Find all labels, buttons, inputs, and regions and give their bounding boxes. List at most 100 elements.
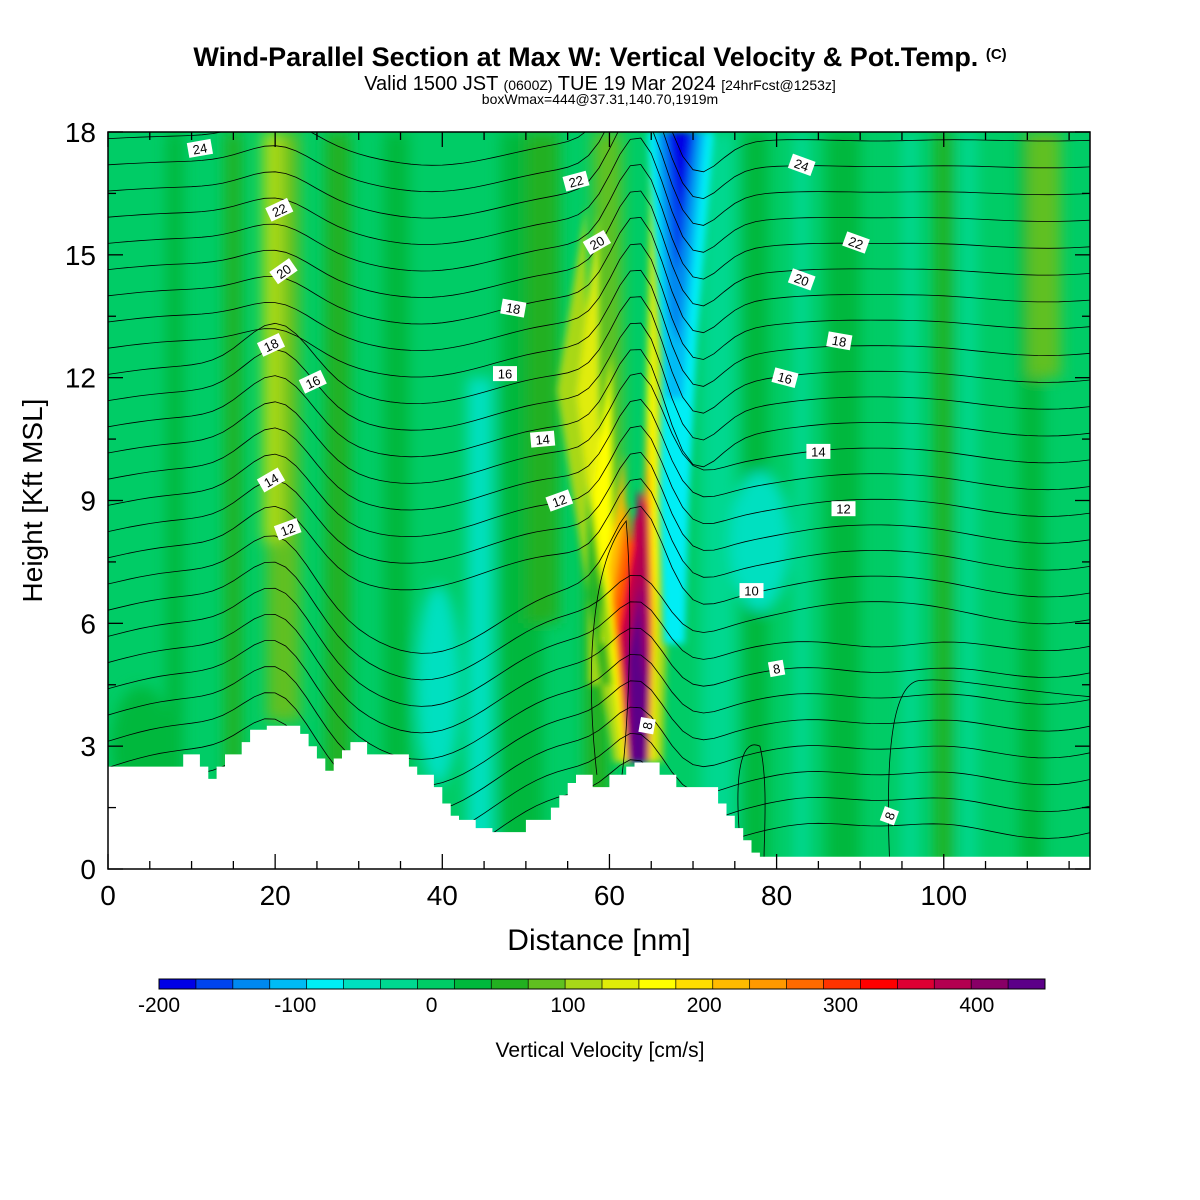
contour-label: 10	[739, 583, 764, 599]
x-tick-label: 60	[594, 880, 625, 911]
contour-label: 14	[806, 443, 831, 459]
field-bands	[111, 132, 1061, 869]
contour-label: 20	[269, 258, 298, 285]
theta-contour	[108, 164, 1090, 280]
theta-contour	[108, 666, 1090, 787]
field-band	[935, 132, 953, 869]
y-tick-label: 18	[65, 117, 96, 148]
potential-temperature-contours	[108, 132, 1090, 869]
contour-label: 20	[787, 268, 816, 291]
contour-label-box	[298, 369, 327, 394]
updraft-level	[556, 132, 673, 763]
axes: 0 20 40 60 80 100 0 3 6 9 12 15 18 Distance [nm] Heigh…	[17, 117, 1090, 957]
colorbar-tick-label: 0	[426, 994, 438, 1017]
contour-label: 22	[562, 170, 590, 192]
y-tick-label: 3	[80, 731, 96, 762]
theta-contour	[108, 587, 1090, 707]
x-tick-label: 100	[920, 880, 967, 911]
x-tick-label: 0	[100, 880, 116, 911]
contour-label-text: 14	[535, 431, 551, 447]
contour-label: 22	[842, 231, 870, 254]
contour-label-text: 20	[274, 261, 294, 282]
contour-label: 14	[256, 467, 286, 493]
contour-label-text: 12	[550, 491, 569, 510]
field-band	[166, 132, 184, 869]
contour-label-box	[545, 489, 574, 512]
theta-contour	[108, 478, 1090, 591]
contour-label: 20	[582, 230, 612, 255]
forecast-info: [24hrFcst@1253z]	[721, 77, 836, 93]
y-tick-label: 15	[65, 240, 96, 271]
colorbar-swatch	[195, 979, 234, 989]
contour-label-text: 8	[772, 661, 782, 677]
contour-label-box	[256, 467, 286, 493]
theta-contour	[108, 132, 1090, 173]
valid-prefix: Valid 1500 JST	[364, 73, 498, 95]
valid-time: Valid 1500 JST (0600Z) TUE 19 Mar 2024 […	[0, 73, 1200, 96]
contour-label: 12	[545, 489, 574, 512]
theta-contour	[108, 216, 1090, 334]
contour-label: 8	[879, 806, 900, 826]
contour-label-box	[787, 153, 816, 176]
theta-contour	[888, 679, 1090, 857]
contour-label-box	[879, 806, 900, 826]
contour-label-text: 16	[776, 369, 794, 387]
colorbar-swatch	[712, 979, 750, 989]
colorbar-swatch	[602, 979, 640, 989]
colorbar-swatch	[343, 979, 381, 989]
colorbar-frame	[158, 978, 1046, 990]
contour-label-box	[269, 258, 298, 285]
contour-label-text: 20	[587, 233, 607, 253]
field-band	[793, 132, 811, 869]
contour-label-text: 24	[192, 140, 209, 157]
colorbar-swatch	[528, 979, 566, 989]
colorbar-swatch	[454, 979, 492, 989]
contour-label-text: 18	[261, 335, 280, 355]
colorbar-swatch	[860, 979, 898, 989]
theta-contour	[108, 243, 1090, 360]
contour-label-box	[806, 443, 831, 459]
colorbar-swatch	[380, 979, 418, 989]
contour-label-text: 8	[640, 721, 656, 731]
contour-label-box	[500, 298, 527, 318]
contour-label-text: 22	[270, 200, 289, 220]
contour-label-text: 12	[836, 502, 850, 517]
colorbar-swatch	[823, 979, 861, 989]
contour-label-box	[826, 331, 853, 351]
x-tick-label: 20	[260, 880, 291, 911]
valid-utc: (0600Z)	[503, 77, 553, 93]
colorbar-swatch	[159, 979, 197, 989]
colorbar-tick-label: -100	[274, 994, 316, 1017]
colorbar-swatch	[971, 979, 1009, 989]
contour-label-text: 8	[882, 810, 899, 822]
y-axis-label: Height [Kft MSL]	[17, 399, 48, 603]
field-band	[1027, 132, 1061, 378]
theta-contour	[108, 561, 1090, 681]
colorbar-tick-label: 200	[687, 994, 722, 1017]
colorbar-swatch	[269, 979, 307, 989]
colorbar-swatch	[1008, 979, 1046, 989]
theta-contour	[108, 692, 1090, 813]
contour-label: 18	[256, 333, 286, 357]
contour-label-text: 14	[261, 470, 281, 490]
contour-label-text: 10	[744, 584, 758, 599]
colorbar: -200 -100 0 100 200 300 400 Vertical Velocity […	[138, 978, 1046, 1062]
theta-contour	[108, 718, 1090, 840]
contour-label-text: 18	[505, 300, 522, 317]
colorbar-swatch	[232, 979, 271, 989]
y-tick-label: 9	[80, 486, 96, 517]
contour-label: 8	[638, 717, 656, 735]
contour-label-box	[842, 231, 870, 254]
theta-contour	[108, 425, 1090, 538]
field-band	[383, 132, 409, 869]
field-band	[325, 132, 351, 869]
contour-label-text: 16	[303, 372, 322, 392]
contour-label-box	[186, 138, 214, 158]
contour-label-text: 16	[498, 367, 512, 382]
contour-label: 18	[500, 298, 527, 318]
colorbar-swatch	[638, 979, 677, 989]
contour-label: 8	[767, 659, 786, 678]
chart-title: Wind-Parallel Section at Max W: Vertical…	[0, 42, 1200, 73]
